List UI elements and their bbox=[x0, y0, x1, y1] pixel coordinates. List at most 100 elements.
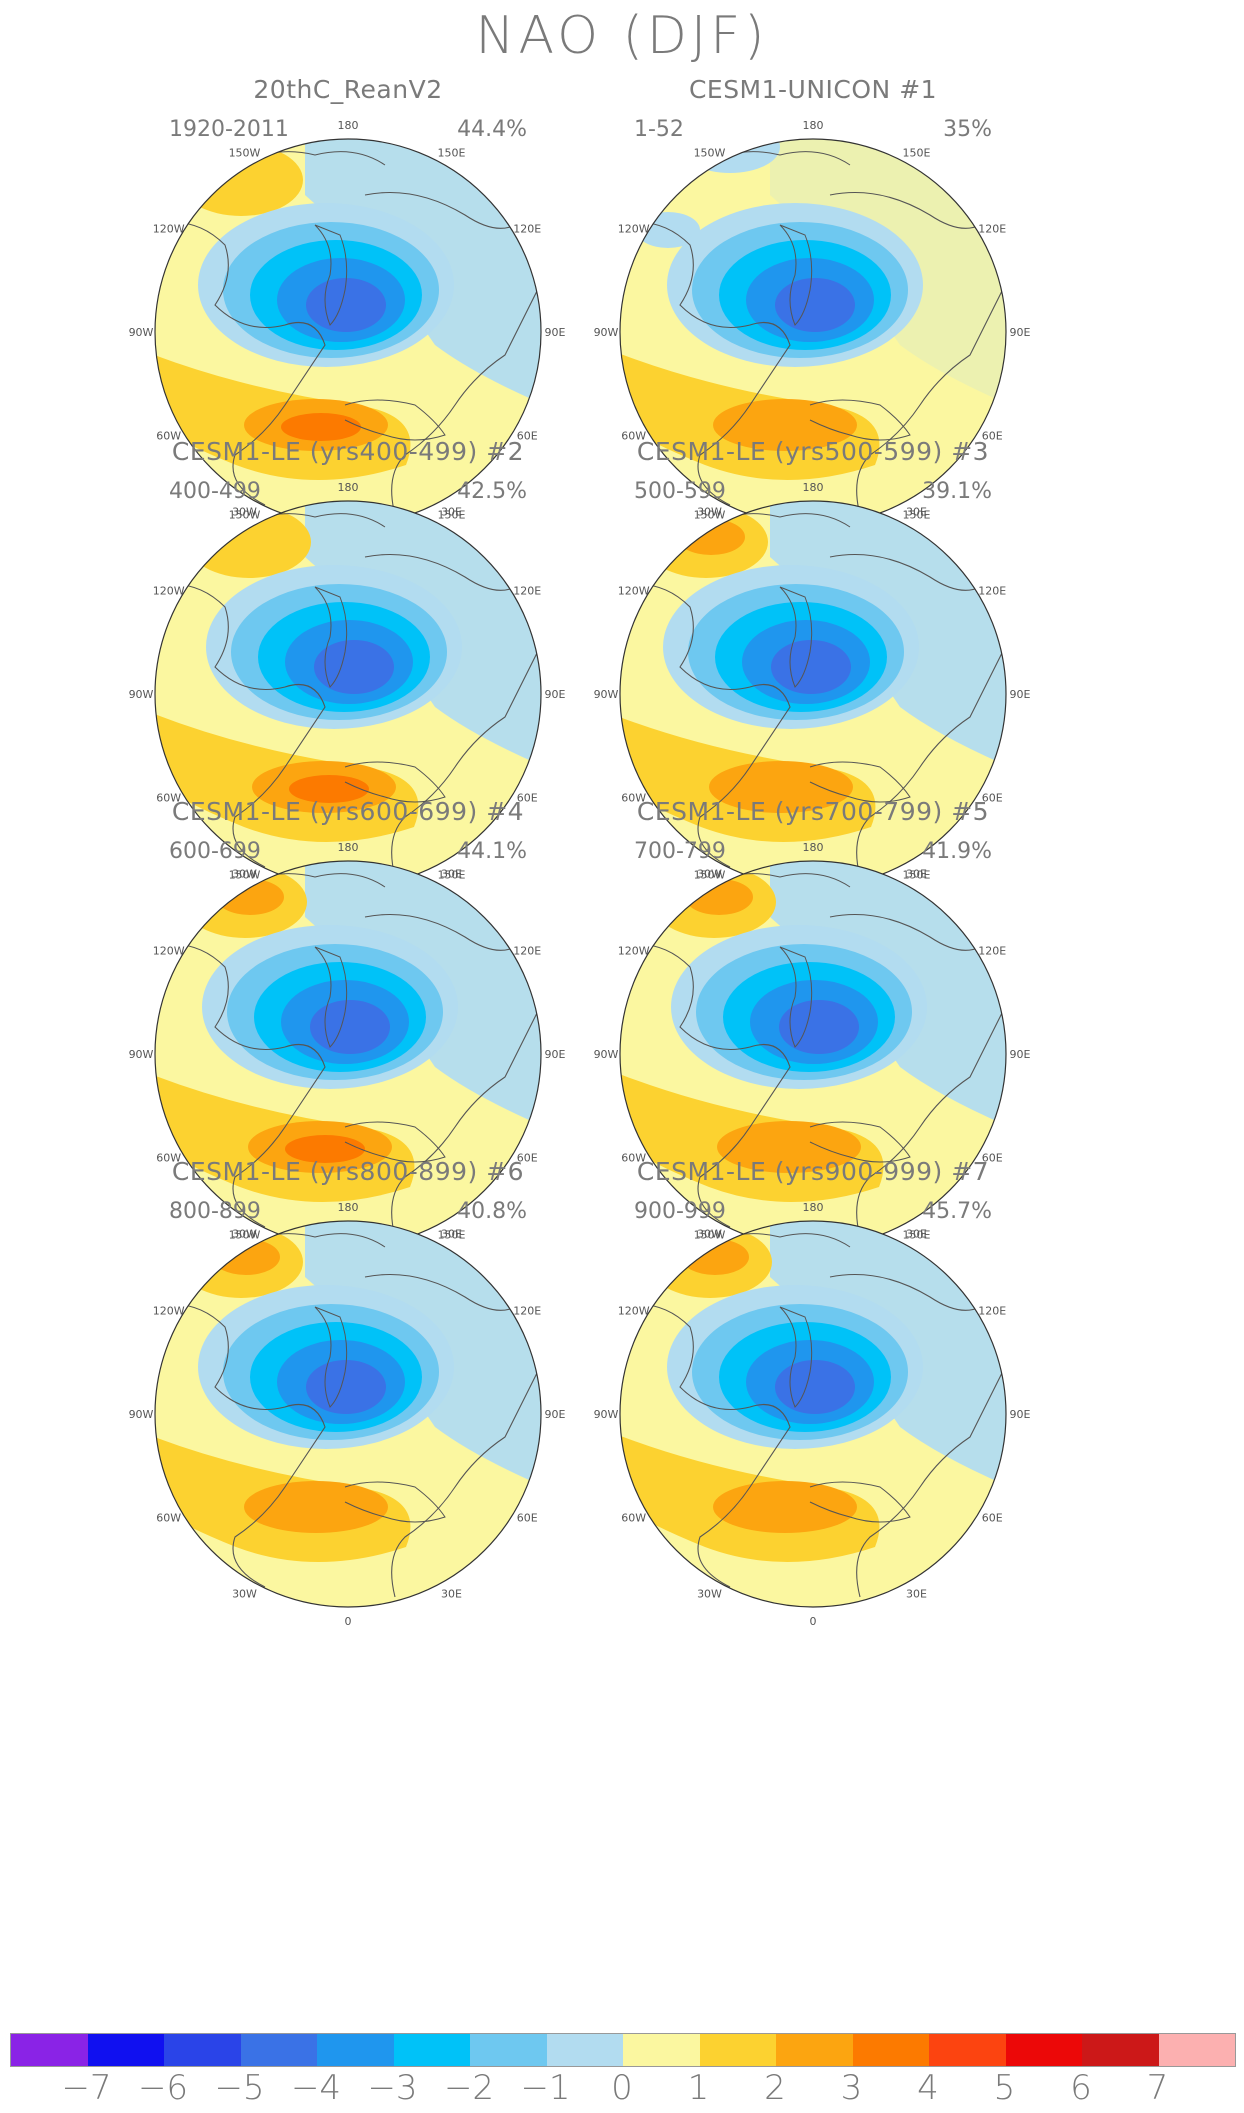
longitude-label: 60E bbox=[982, 430, 1003, 443]
longitude-label: 120E bbox=[513, 585, 541, 598]
longitude-label: 60W bbox=[156, 1512, 181, 1525]
colorbar-swatch bbox=[240, 2034, 317, 2066]
longitude-label: 180 bbox=[338, 119, 359, 132]
longitude-label: 120W bbox=[618, 945, 650, 958]
longitude-label: 60E bbox=[982, 1512, 1003, 1525]
panel-variance-percent: 44.4% bbox=[457, 117, 527, 142]
longitude-label: 90E bbox=[1010, 1048, 1031, 1061]
longitude-label: 30W bbox=[697, 1227, 722, 1240]
longitude-label: 30E bbox=[441, 867, 462, 880]
colorbar-label: −2 bbox=[443, 2068, 495, 2108]
longitude-label: 90E bbox=[545, 1408, 566, 1421]
longitude-label: 120E bbox=[978, 945, 1006, 958]
longitude-label: 30E bbox=[906, 1587, 927, 1600]
panel-years: 1920-2011 bbox=[169, 117, 289, 142]
longitude-label: 30E bbox=[906, 867, 927, 880]
colorbar-label: −7 bbox=[61, 2068, 112, 2108]
colorbar-swatch bbox=[546, 2034, 623, 2066]
colorbar-swatch bbox=[317, 2034, 394, 2066]
panel-title: CESM1-LE (yrs600-699) #4 bbox=[171, 797, 525, 826]
longitude-label: 90W bbox=[129, 1048, 154, 1061]
longitude-label: 90W bbox=[594, 1408, 619, 1421]
longitude-label: 60E bbox=[982, 1152, 1003, 1165]
longitude-label: 90W bbox=[129, 326, 154, 339]
colorbar-swatch bbox=[87, 2034, 164, 2066]
panel-variance-percent: 35% bbox=[943, 117, 992, 142]
colorbar bbox=[10, 2033, 1236, 2067]
panel-title: CESM1-LE (yrs900-999) #7 bbox=[636, 1157, 990, 1186]
panel-years: 900-999 bbox=[634, 1199, 726, 1224]
longitude-label: 30E bbox=[441, 1587, 462, 1600]
colorbar-label: 1 bbox=[687, 2068, 710, 2108]
colorbar-labels: −7 −6 −5 −4 −3 −2 −1 0 1 2 3 4 5 6 7 bbox=[10, 2068, 1234, 2108]
longitude-label: 180 bbox=[803, 481, 824, 494]
colorbar-swatch bbox=[699, 2034, 776, 2066]
main-title: NAO (DJF) bbox=[475, 6, 769, 66]
panel-title: CESM1-LE (yrs800-899) #6 bbox=[171, 1157, 525, 1186]
longitude-label: 0 bbox=[345, 1615, 352, 1628]
panel-variance-percent: 40.8% bbox=[457, 1199, 527, 1224]
longitude-label: 180 bbox=[338, 841, 359, 854]
map-panel: 180150E120E90E60E30E030W60W90W120W150WCE… bbox=[115, 797, 581, 1268]
panel-years: 500-599 bbox=[634, 479, 726, 504]
longitude-label: 60W bbox=[156, 430, 181, 443]
longitude-label: 60E bbox=[517, 430, 538, 443]
colorbar-swatch bbox=[393, 2034, 470, 2066]
panel-variance-percent: 45.7% bbox=[922, 1199, 992, 1224]
longitude-label: 120E bbox=[978, 1305, 1006, 1318]
colorbar-label: −3 bbox=[367, 2068, 418, 2108]
longitude-label: 60W bbox=[621, 792, 646, 805]
longitude-label: 0 bbox=[810, 1615, 817, 1628]
panel-years: 700-799 bbox=[634, 839, 726, 864]
longitude-label: 150W bbox=[694, 1229, 726, 1242]
map-panel: 180150E120E90E60E30E030W60W90W120W150W20… bbox=[115, 75, 581, 546]
longitude-label: 120W bbox=[153, 223, 185, 236]
longitude-label: 30W bbox=[697, 867, 722, 880]
map-panel: 180150E120E90E60E30E030W60W90W120W150WCE… bbox=[580, 437, 1046, 908]
longitude-label: 120W bbox=[618, 1305, 650, 1318]
longitude-label: 180 bbox=[338, 481, 359, 494]
longitude-label: 90E bbox=[1010, 688, 1031, 701]
longitude-label: 60E bbox=[517, 1152, 538, 1165]
longitude-label: 90E bbox=[1010, 1408, 1031, 1421]
longitude-label: 30W bbox=[697, 1587, 722, 1600]
longitude-label: 120E bbox=[513, 945, 541, 958]
longitude-label: 150E bbox=[438, 1229, 466, 1242]
longitude-label: 30E bbox=[906, 1227, 927, 1240]
colorbar-swatch bbox=[1158, 2034, 1235, 2066]
colorbar-swatch bbox=[1082, 2034, 1159, 2066]
map-panel: 180150E120E90E60E30E030W60W90W120W150WCE… bbox=[580, 75, 1046, 546]
colorbar-label: 2 bbox=[764, 2068, 786, 2108]
panel-years: 600-699 bbox=[169, 839, 261, 864]
longitude-label: 30E bbox=[906, 505, 927, 518]
longitude-label: 150W bbox=[229, 1229, 261, 1242]
panel-years: 400-499 bbox=[169, 479, 261, 504]
longitude-label: 120W bbox=[153, 945, 185, 958]
longitude-label: 120E bbox=[978, 585, 1006, 598]
colorbar-swatch bbox=[623, 2034, 700, 2066]
colorbar-swatch bbox=[1005, 2034, 1082, 2066]
longitude-label: 150W bbox=[694, 509, 726, 522]
colorbar-label: 7 bbox=[1146, 2068, 1169, 2108]
map-panel: 180150E120E90E60E30E030W60W90W120W150WCE… bbox=[115, 437, 581, 908]
colorbar-label: 0 bbox=[611, 2068, 633, 2108]
panel-variance-percent: 42.5% bbox=[457, 479, 527, 504]
colorbar-label: −5 bbox=[214, 2068, 265, 2108]
colorbar-swatch bbox=[164, 2034, 241, 2066]
longitude-label: 30W bbox=[232, 1587, 257, 1600]
panel-title: CESM1-LE (yrs700-799) #5 bbox=[636, 797, 990, 826]
panel-title: CESM1-UNICON #1 bbox=[688, 75, 938, 104]
longitude-label: 120W bbox=[153, 1305, 185, 1318]
longitude-label: 90W bbox=[594, 1048, 619, 1061]
longitude-label: 120E bbox=[513, 1305, 541, 1318]
colorbar-label: −4 bbox=[290, 2068, 342, 2108]
map-panel: 180150E120E90E60E30E030W60W90W120W150WCE… bbox=[580, 797, 1046, 1268]
longitude-label: 120E bbox=[513, 223, 541, 236]
longitude-label: 30E bbox=[441, 1227, 462, 1240]
panel-years: 1-52 bbox=[634, 117, 684, 142]
